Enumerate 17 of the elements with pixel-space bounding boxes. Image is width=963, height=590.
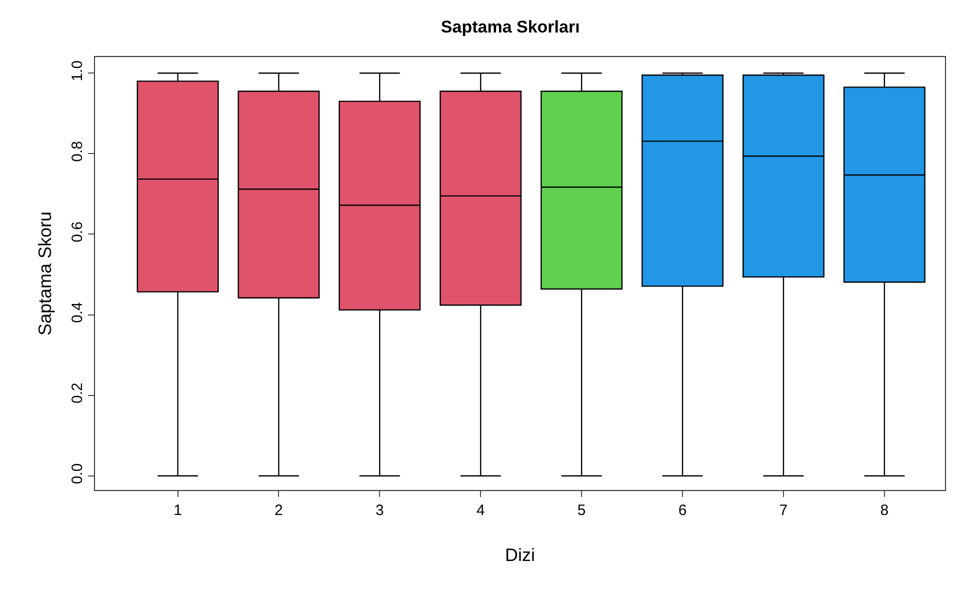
x-tick-label: 8 xyxy=(880,502,889,520)
x-axis-title: Dizi xyxy=(505,545,535,566)
y-tick-label: 0.6 xyxy=(68,222,86,242)
y-tick-label: 0.8 xyxy=(68,140,86,162)
x-tick-label: 3 xyxy=(376,502,384,520)
x-tick-label: 5 xyxy=(577,502,586,520)
x-tick-label: 1 xyxy=(174,502,182,520)
y-tick-label: 1.0 xyxy=(68,60,86,82)
y-tick-label: 0.4 xyxy=(68,302,86,323)
x-tick-label: 2 xyxy=(274,502,283,520)
y-tick-label: 0.0 xyxy=(68,463,86,484)
x-tick-label: 4 xyxy=(476,502,485,520)
y-tick-label: 0.2 xyxy=(68,382,86,404)
x-tick-label: 6 xyxy=(678,502,687,520)
chart-title: Saptama Skorları xyxy=(440,18,580,37)
x-tick-label: 7 xyxy=(779,502,788,520)
y-axis-title: Saptama Skoru xyxy=(35,211,56,336)
